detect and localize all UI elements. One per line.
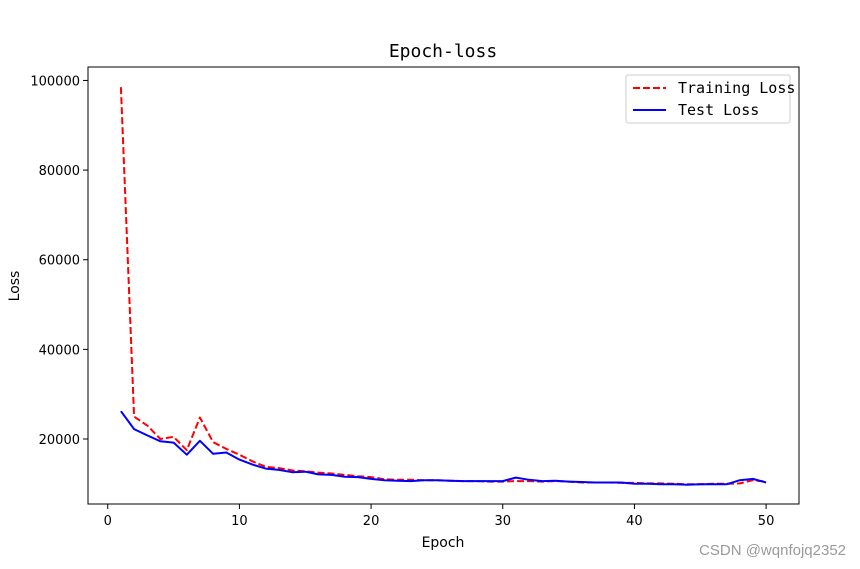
x-tick-label: 0 [104,514,112,529]
x-tick-label: 10 [231,514,248,529]
watermark: CSDN @wqnfojq2352 [699,542,846,559]
y-tick-label: 100000 [30,74,80,89]
chart-title: Epoch-loss [389,41,497,62]
x-tick-label: 50 [758,514,775,529]
legend-label-training-loss: Training Loss [678,79,795,97]
x-tick-label: 40 [626,514,643,529]
series-layer [119,87,767,486]
y-tick-label: 20000 [39,433,80,448]
x-axis-ticks: 0 10 20 30 40 50 [104,504,775,529]
legend-box [625,74,791,124]
x-tick-label: 20 [363,514,380,529]
x-tick-label: 30 [494,514,511,529]
x-axis-label: Epoch [422,535,465,551]
series-line-training-loss [119,87,767,486]
y-tick-label: 80000 [39,164,80,179]
series-line-test-loss [120,410,767,486]
plot-frame [87,66,800,505]
legend: Training Loss Test Loss [625,74,795,124]
y-tick-label: 60000 [39,254,80,269]
legend-label-test-loss: Test Loss [678,101,759,119]
y-axis-ticks: 20000 40000 60000 80000 100000 [30,74,88,448]
y-axis-label: Loss [7,271,23,302]
y-tick-label: 40000 [39,343,80,358]
